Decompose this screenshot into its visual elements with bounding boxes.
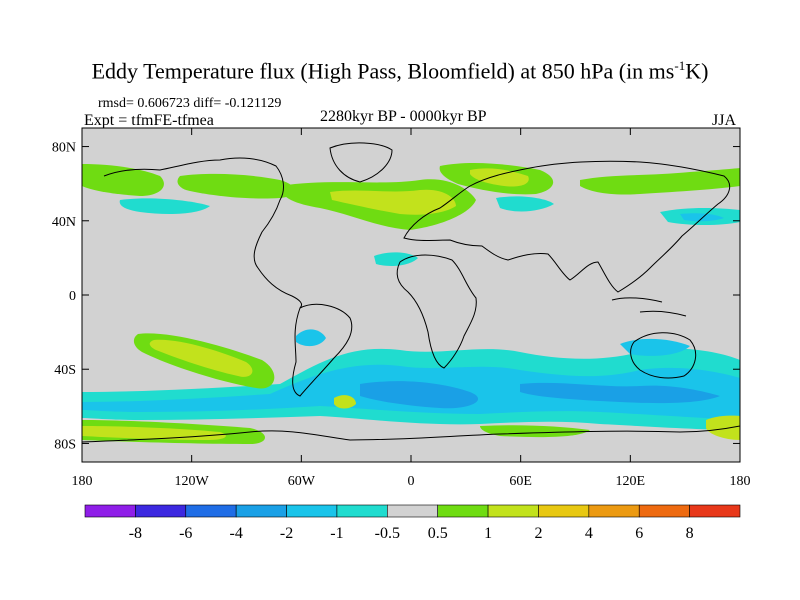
period-label: 2280kyr BP - 0000kyr BP [320,108,487,125]
colorbar-box [538,504,590,518]
coastline-greenland [329,142,393,183]
title-superscript: -1 [674,58,686,73]
contour-australia-patch [620,338,690,356]
colorbar-box [84,504,136,518]
colorbar-box [135,504,187,518]
colorbar-label: -4 [229,525,242,542]
colorbar-box [387,504,438,518]
colorbar-box [286,504,338,518]
colorbar-label: -2 [280,525,293,542]
coastline-australia [630,332,697,379]
y-tick-label: 80S [54,437,76,452]
contour-south-atlantic-patch [296,329,326,347]
colorbar-label: 1 [484,525,492,542]
chart-title: Eddy Temperature flux (High Pass, Bloomf… [0,58,800,84]
x-tick-label: 60E [509,474,532,489]
colorbar-box [185,504,237,518]
colorbar-label: 2 [534,525,542,542]
contour-neg-east-asia-core [680,213,724,222]
coastline-indonesia [611,297,687,317]
contour-south-pacific-core [149,339,253,377]
stats-label: rmsd= 0.606723 diff= -0.121129 [98,96,282,111]
contour-siberia [580,168,740,195]
title-main: Eddy Temperature flux (High Pass, Bloomf… [91,58,675,84]
colorbar-label: 8 [686,525,694,542]
colorbar-label: -6 [179,525,192,542]
coastline-north-america [103,157,303,309]
coastline-eurasia [403,160,731,293]
y-tick-label: 0 [69,289,76,304]
colorbar-label: -8 [129,525,142,542]
contour-canada [177,173,295,199]
colorbar-box [235,504,287,518]
colorbar-box [689,504,741,518]
colorbar-box [336,504,388,518]
colorbar-box [487,504,539,518]
colorbar-box [638,504,690,518]
coastlines [82,142,740,443]
x-tick-label: 120E [616,474,646,489]
y-tick-label: 40N [52,215,76,230]
y-tick-label: 40S [54,363,76,378]
contour-neg-atlantic [374,252,418,266]
colorbar-label: 4 [585,525,593,542]
x-tick-label: 180 [72,474,93,489]
y-tick-label: 80N [52,141,76,156]
colorbar-label: -0.5 [375,525,400,542]
contour-neg-npacific [119,198,210,214]
coastline-south-america [292,303,353,397]
coastline-africa [396,254,477,369]
x-tick-label: 180 [730,474,751,489]
x-tick-label: 120W [175,474,210,489]
colorbar-box [437,504,489,518]
contour-ross-sea [706,415,740,440]
experiment-label: Expt = tfmFE-tfmea [84,112,214,129]
contour-southern-ocean-core [360,381,720,409]
axes: 180 120W 60W 0 60E 120E 180 80N 40N 0 40S 80S [52,128,751,489]
coastline-antarctica [82,425,740,443]
contour-scandinavia-core [470,168,529,187]
x-tick-label: 60W [288,474,316,489]
colorbar-label: 0.5 [428,525,448,542]
title-end: K) [685,58,709,84]
season-label: JJA [712,112,737,129]
colorbar-label: -1 [330,525,343,542]
colorbar: -8 -6 -4 -2 -1 -0.5 0.5 1 2 4 6 8 [84,504,741,542]
contour-neg-central-asia [496,196,554,212]
contour-atlantic-core [330,189,456,215]
contour-north-pacific [82,164,164,196]
contour-drake-patch [334,395,356,409]
colorbar-box [588,504,640,518]
field-contours [82,163,740,444]
colorbar-label: 6 [635,525,643,542]
x-tick-label: 0 [408,474,415,489]
